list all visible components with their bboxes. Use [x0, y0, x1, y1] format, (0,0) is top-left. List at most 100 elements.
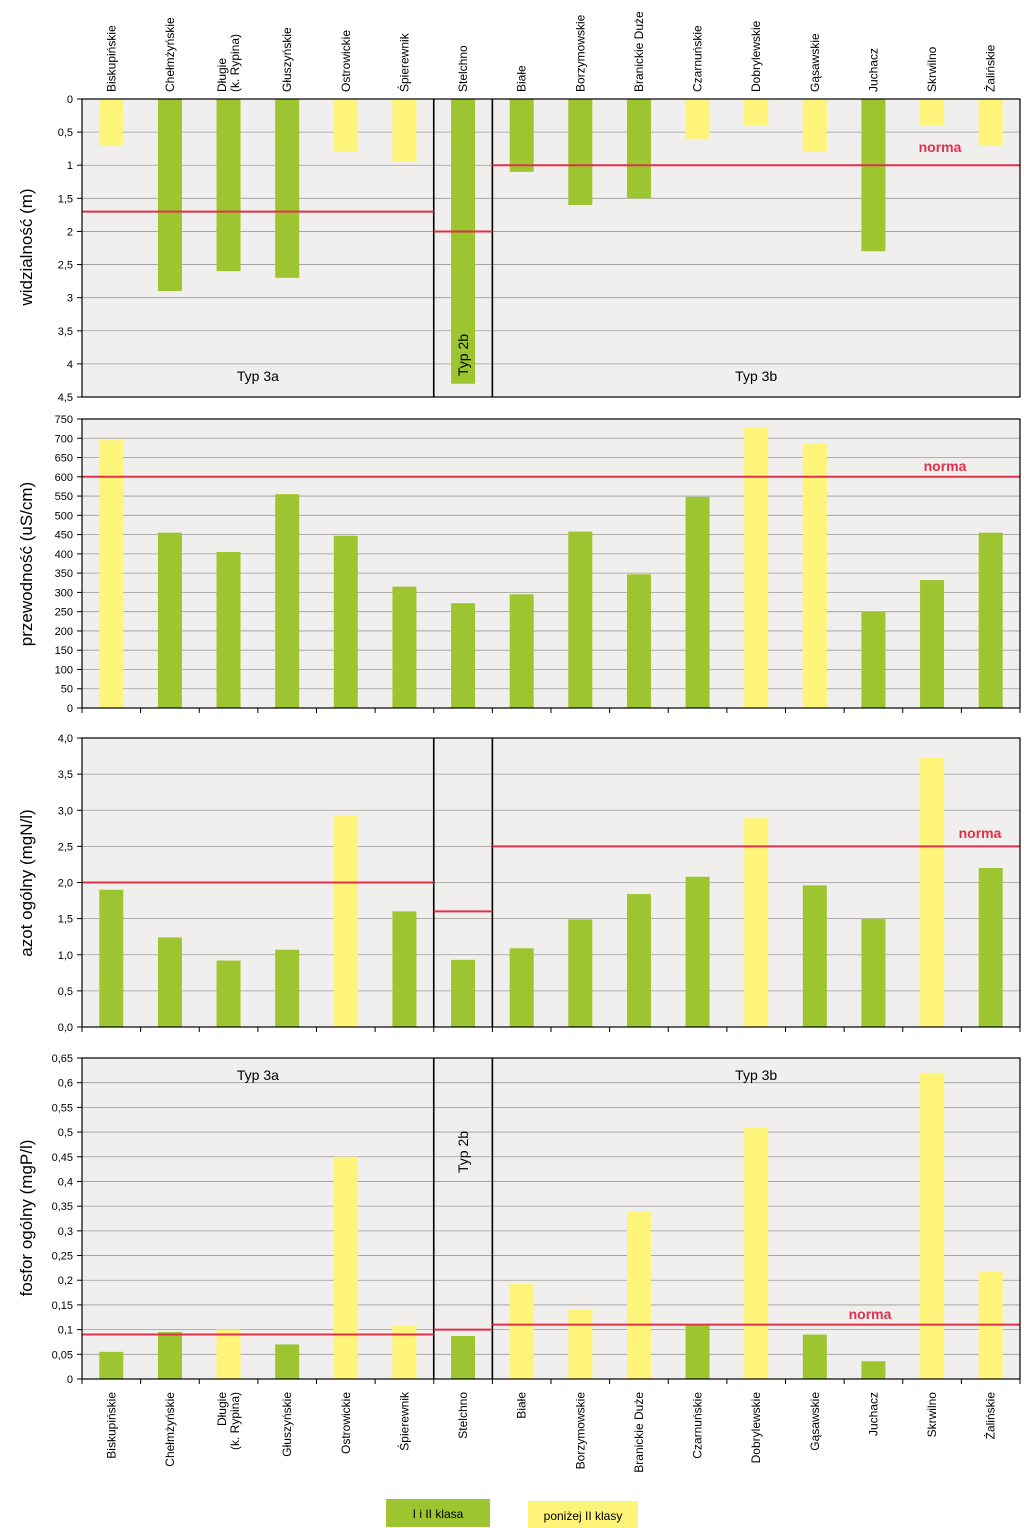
segment-label: Typ 3b	[735, 1067, 777, 1083]
bar-branickie-duże	[626, 574, 651, 708]
plot-frame	[81, 418, 1021, 709]
lake-label-top: Śpierewnik	[396, 32, 411, 92]
y-tick-label: 450	[55, 530, 73, 542]
norma-label: norma	[849, 1306, 892, 1322]
bar-żalińskie	[978, 868, 1003, 1027]
lake-label-top: Dobrylewskie	[749, 20, 763, 92]
y-tick-label: 0,4	[58, 1176, 73, 1188]
y-tick-label: 3,5	[58, 326, 73, 338]
y-tick-label: 1,5	[58, 914, 73, 926]
bar-juchacz	[861, 611, 886, 708]
y-tick-label: 550	[55, 491, 73, 503]
y-tick-label: 1,0	[58, 950, 73, 962]
lake-label-bottom: Gąsawskie	[808, 1392, 822, 1451]
lake-label-top: Czarnuńskie	[691, 25, 705, 92]
bar-dobrylewskie	[744, 1127, 769, 1379]
bar-białe	[509, 1283, 534, 1379]
legend-swatch-yellow	[528, 1501, 638, 1528]
lake-label-top: Biskupińskie	[104, 25, 118, 92]
y-tick-label: 4	[67, 359, 73, 371]
bar-długie-k-rypina-	[216, 1329, 241, 1379]
panel-visibility: 0 0,5 1 1,5 2 2,5 3 3,5 4 4,5 norma Typ 3a Typ 2b Typ…	[17, 94, 1021, 404]
bar-śpierewnik	[392, 911, 417, 1027]
y-axis-label: przewodność (uS/cm)	[17, 482, 36, 646]
bar-dobrylewskie	[744, 427, 769, 708]
bar-juchacz	[861, 99, 886, 252]
bar-długie-k-rypina-	[216, 99, 241, 272]
lake-label-bottom: Głuszyńskie	[280, 1392, 294, 1457]
bar-dobrylewskie	[744, 818, 769, 1027]
bar-borzymowskie	[568, 99, 593, 205]
legend-label-yellow: poniżej II klasy	[544, 1509, 623, 1523]
legend: I i II klasa poniżej II klasy	[386, 1499, 638, 1528]
segment-label: Typ 3a	[237, 368, 279, 384]
y-tick-label: 0,25	[52, 1251, 73, 1263]
bar-ostrowickie	[333, 1156, 358, 1379]
bar-stelchno	[451, 603, 476, 708]
y-tick-label: 2,0	[58, 878, 73, 890]
lake-label-top: Ostrowickie	[339, 30, 353, 92]
y-tick-label: 0,55	[52, 1102, 73, 1114]
norma-label: norma	[924, 458, 967, 474]
lake-label-top: Juchacz	[866, 48, 880, 92]
bar-branickie-duże	[626, 1212, 651, 1379]
segment-label: Typ 2b	[455, 334, 471, 376]
bar-czarnuńskie	[685, 876, 710, 1027]
bar-borzymowskie	[568, 531, 593, 708]
y-tick-label: 3	[67, 293, 73, 305]
bar-białe	[509, 948, 534, 1027]
lake-label-bottom: Borzymowskie	[573, 1392, 587, 1470]
bar-juchacz	[861, 1361, 886, 1379]
lake-label-top: Stelchno	[456, 45, 470, 92]
bar-gąsawskie	[802, 444, 827, 708]
bar-głuszyńskie	[275, 1344, 300, 1379]
bar-długie-k-rypina-	[216, 551, 241, 708]
lake-label-bottom: Długie	[215, 1392, 229, 1426]
bar-biskupińskie	[99, 99, 124, 146]
bar-ostrowickie	[333, 99, 358, 152]
lake-label-bottom: Żalińskie	[984, 1392, 998, 1440]
bar-skrwilno	[920, 757, 945, 1027]
y-tick-label: 700	[55, 433, 73, 445]
y-tick-label: 2,5	[58, 841, 73, 853]
lake-label-top: Gąsawskie	[808, 33, 822, 92]
y-tick-label: 650	[55, 453, 73, 465]
y-tick-label: 100	[55, 664, 73, 676]
y-tick-label: 0,5	[58, 1127, 73, 1139]
y-tick-label: 0,65	[52, 1053, 73, 1065]
bar-gąsawskie	[802, 885, 827, 1027]
lake-label-top: Głuszyńskie	[280, 27, 294, 92]
y-tick-label: 0,35	[52, 1201, 73, 1213]
y-tick-label: 0,2	[58, 1275, 73, 1287]
bar-branickie-duże	[626, 99, 651, 199]
bar-czarnuńskie	[685, 496, 710, 708]
y-tick-label: 1	[67, 160, 73, 172]
lake-label-top: (k. Rypina)	[228, 34, 242, 92]
y-tick-label: 250	[55, 607, 73, 619]
bar-stelchno	[451, 99, 476, 384]
y-tick-label: 350	[55, 568, 73, 580]
norma-label: norma	[919, 139, 962, 155]
lake-label-bottom: Śpierewnik	[396, 1391, 411, 1451]
bar-juchacz	[861, 918, 886, 1027]
y-tick-label: 0,5	[58, 986, 73, 998]
bar-skrwilno	[920, 1072, 945, 1379]
bar-ostrowickie	[333, 815, 358, 1027]
y-tick-label: 0	[67, 703, 73, 715]
y-tick-label: 500	[55, 510, 73, 522]
panel-phosphorus: 0 0,05 0,1 0,15 0,2 0,25 0,3 0,35 0,4 0,45 0,5 0,55…	[17, 1053, 1021, 1386]
bar-stelchno	[451, 959, 476, 1027]
y-tick-label: 4,0	[58, 733, 73, 745]
segment-label: Typ 2b	[455, 1131, 471, 1173]
y-tick-label: 50	[61, 684, 73, 696]
y-tick-label: 3,5	[58, 769, 73, 781]
plot-frame	[81, 98, 1021, 398]
bar-borzymowskie	[568, 919, 593, 1027]
lake-label-top: Białe	[515, 65, 529, 92]
bar-śpierewnik	[392, 586, 417, 708]
y-tick-label: 300	[55, 587, 73, 599]
bar-chełmżyńskie	[157, 1332, 182, 1379]
bar-chełmżyńskie	[157, 99, 182, 292]
bar-długie-k-rypina-	[216, 960, 241, 1027]
segment-label: Typ 3b	[735, 368, 777, 384]
